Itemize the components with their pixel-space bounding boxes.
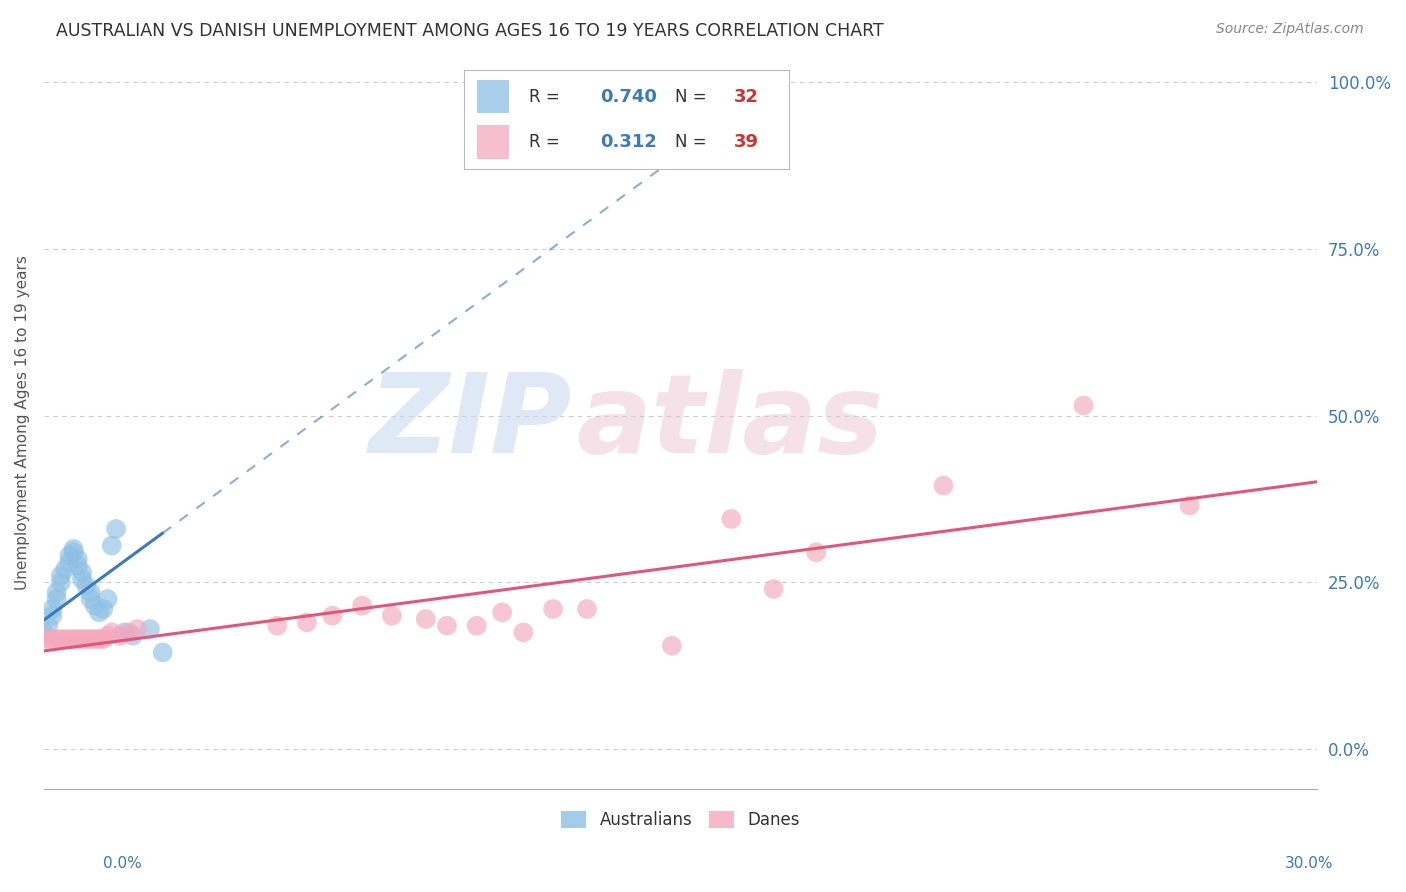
Point	[49, 632, 72, 646]
Point	[114, 625, 136, 640]
Point	[152, 645, 174, 659]
Point	[762, 582, 785, 596]
Point	[96, 592, 118, 607]
Point	[295, 615, 318, 630]
Point	[41, 608, 63, 623]
Point	[110, 629, 132, 643]
Point	[32, 632, 55, 646]
Point	[75, 632, 97, 646]
Point	[58, 549, 80, 563]
Point	[79, 592, 101, 607]
Legend: Australians, Danes: Australians, Danes	[554, 805, 807, 836]
Point	[352, 599, 374, 613]
Point	[45, 585, 67, 599]
Point	[101, 625, 124, 640]
Point	[79, 585, 101, 599]
Point	[720, 512, 742, 526]
Point	[45, 592, 67, 607]
Point	[118, 625, 141, 640]
Text: ZIP: ZIP	[368, 368, 572, 475]
Point	[70, 566, 93, 580]
Point	[96, 629, 118, 643]
Point	[1178, 499, 1201, 513]
Point	[58, 632, 80, 646]
Point	[66, 558, 89, 573]
Point	[70, 632, 93, 646]
Point	[49, 575, 72, 590]
Point	[436, 618, 458, 632]
Point	[1073, 399, 1095, 413]
Point	[49, 568, 72, 582]
Point	[75, 579, 97, 593]
Point	[37, 632, 59, 646]
Point	[415, 612, 437, 626]
Point	[266, 618, 288, 632]
Point	[321, 608, 343, 623]
Point	[66, 552, 89, 566]
Point	[58, 555, 80, 569]
Text: 0.0%: 0.0%	[103, 856, 142, 871]
Text: 30.0%: 30.0%	[1285, 856, 1333, 871]
Text: Source: ZipAtlas.com: Source: ZipAtlas.com	[1216, 22, 1364, 37]
Text: atlas: atlas	[576, 368, 883, 475]
Point	[661, 639, 683, 653]
Text: AUSTRALIAN VS DANISH UNEMPLOYMENT AMONG AGES 16 TO 19 YEARS CORRELATION CHART: AUSTRALIAN VS DANISH UNEMPLOYMENT AMONG …	[56, 22, 884, 40]
Point	[576, 602, 599, 616]
Point	[699, 95, 721, 109]
Point	[91, 632, 114, 646]
Point	[62, 541, 84, 556]
Point	[139, 622, 162, 636]
Point	[66, 632, 89, 646]
Point	[127, 622, 149, 636]
Point	[62, 545, 84, 559]
Point	[62, 632, 84, 646]
Point	[41, 602, 63, 616]
Point	[122, 629, 145, 643]
Point	[41, 632, 63, 646]
Point	[53, 562, 76, 576]
Y-axis label: Unemployment Among Ages 16 to 19 years: Unemployment Among Ages 16 to 19 years	[15, 255, 30, 590]
Point	[491, 606, 513, 620]
Point	[465, 618, 488, 632]
Point	[83, 599, 105, 613]
Point	[91, 602, 114, 616]
Point	[101, 539, 124, 553]
Point	[53, 632, 76, 646]
Point	[83, 632, 105, 646]
Point	[804, 545, 827, 559]
Point	[724, 95, 747, 109]
Point	[32, 625, 55, 640]
Point	[37, 618, 59, 632]
Point	[105, 522, 128, 536]
Point	[79, 632, 101, 646]
Point	[45, 632, 67, 646]
Point	[87, 632, 110, 646]
Point	[70, 572, 93, 586]
Point	[932, 478, 955, 492]
Point	[87, 606, 110, 620]
Point	[541, 602, 564, 616]
Point	[381, 608, 404, 623]
Point	[512, 625, 534, 640]
